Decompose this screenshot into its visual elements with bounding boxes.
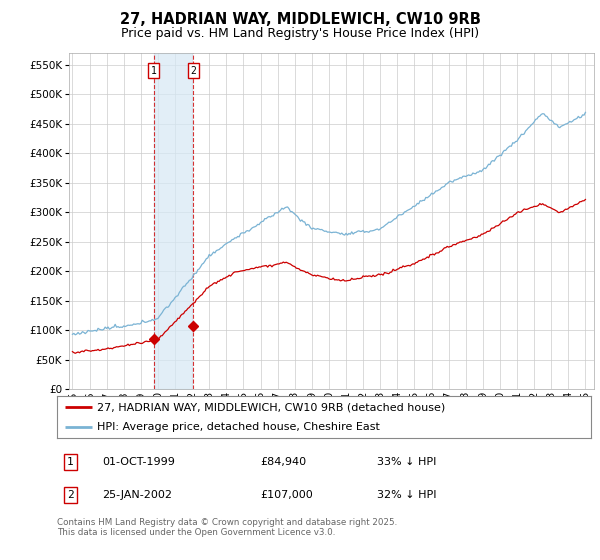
Text: 32% ↓ HPI: 32% ↓ HPI (377, 490, 437, 500)
Text: 33% ↓ HPI: 33% ↓ HPI (377, 457, 437, 467)
Text: Price paid vs. HM Land Registry's House Price Index (HPI): Price paid vs. HM Land Registry's House … (121, 27, 479, 40)
Text: £84,940: £84,940 (260, 457, 306, 467)
Text: Contains HM Land Registry data © Crown copyright and database right 2025.
This d: Contains HM Land Registry data © Crown c… (57, 518, 397, 538)
Text: 27, HADRIAN WAY, MIDDLEWICH, CW10 9RB: 27, HADRIAN WAY, MIDDLEWICH, CW10 9RB (119, 12, 481, 27)
Text: HPI: Average price, detached house, Cheshire East: HPI: Average price, detached house, Ches… (97, 422, 380, 432)
Text: £107,000: £107,000 (260, 490, 313, 500)
Text: 01-OCT-1999: 01-OCT-1999 (103, 457, 175, 467)
Text: 1: 1 (151, 66, 157, 76)
Text: 25-JAN-2002: 25-JAN-2002 (103, 490, 172, 500)
Text: 2: 2 (67, 490, 74, 500)
Text: 27, HADRIAN WAY, MIDDLEWICH, CW10 9RB (detached house): 27, HADRIAN WAY, MIDDLEWICH, CW10 9RB (d… (97, 402, 445, 412)
Text: 2: 2 (190, 66, 196, 76)
Text: 1: 1 (67, 457, 74, 467)
